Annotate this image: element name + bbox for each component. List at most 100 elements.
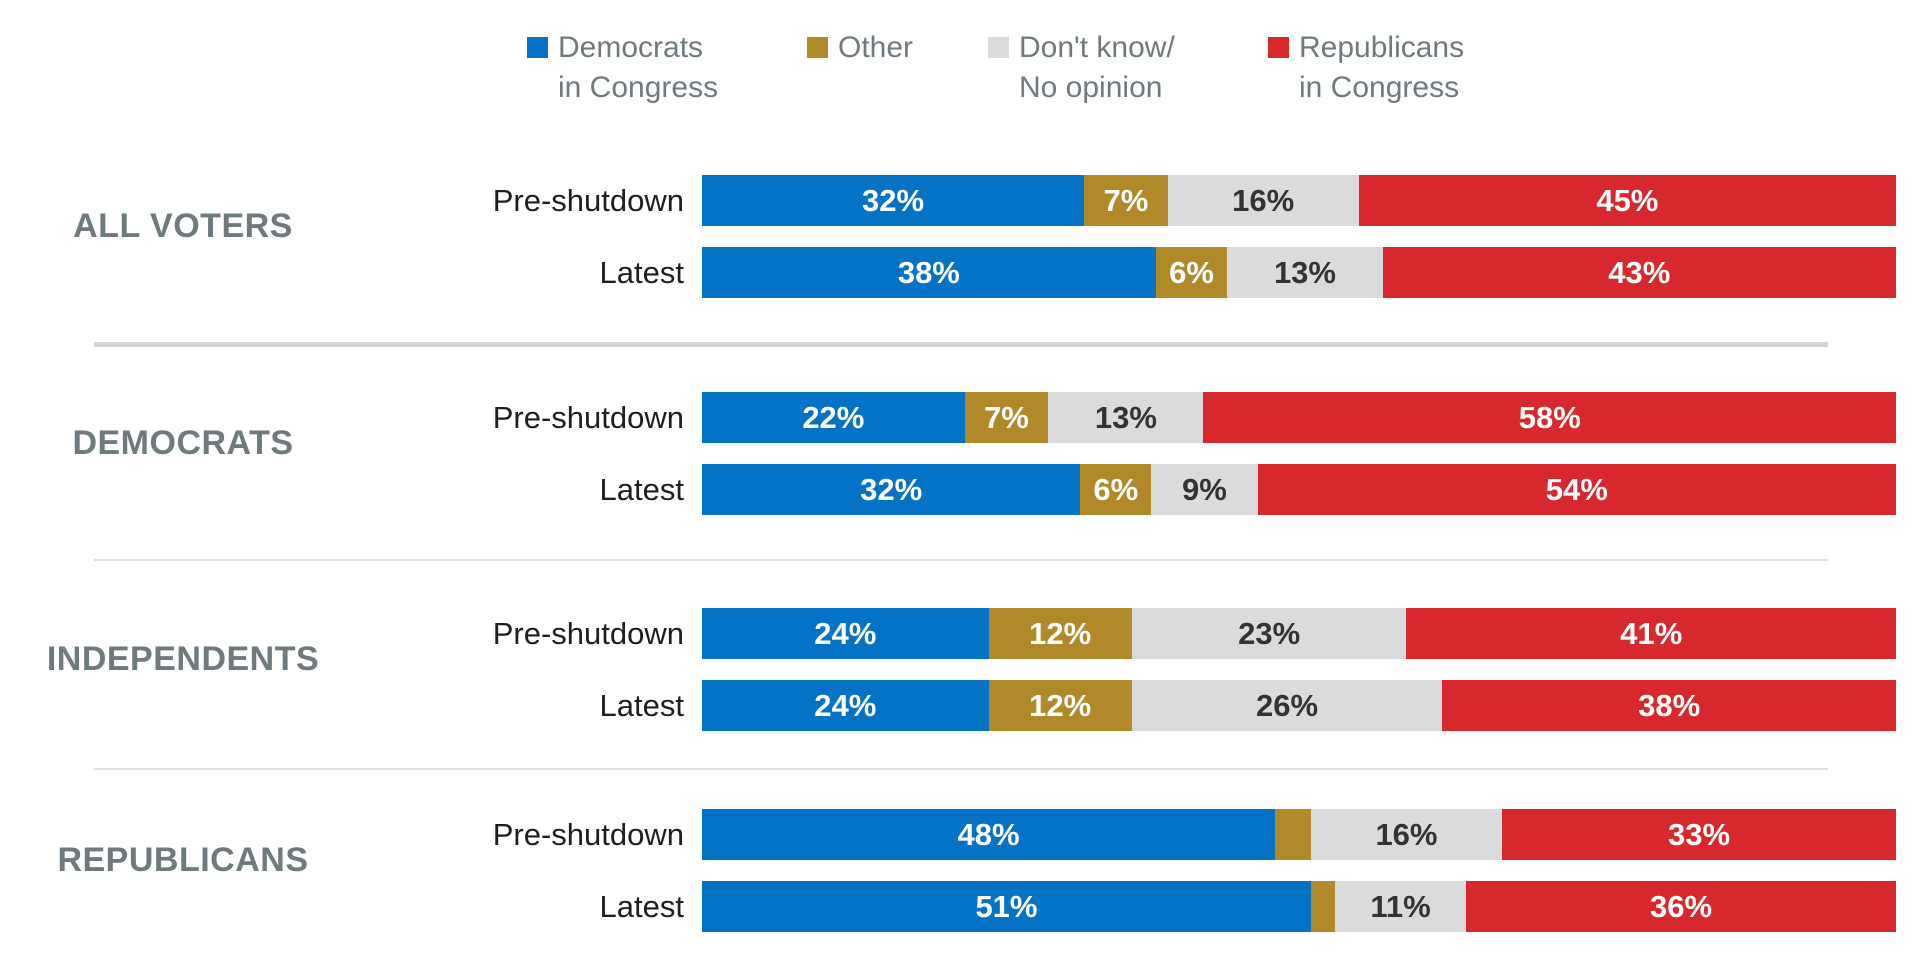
segment-value-label: 6%: [1093, 471, 1139, 507]
stacked-bar: 48% 16% 33%: [702, 809, 1896, 860]
stacked-bar: 51% 11% 36%: [702, 881, 1896, 932]
segment-value-label: 38%: [897, 254, 960, 290]
bar-segment-don-t-know-no-opinion: 13%: [1227, 247, 1383, 298]
group-all-voters: ALL VOTERS Pre-shutdown 32% 7% 16% 45% Late…: [0, 175, 1920, 298]
bar-segment-don-t-know-no-opinion: 23%: [1131, 608, 1407, 659]
segment-value-label: 43%: [1608, 254, 1671, 290]
group-label: INDEPENDENTS: [46, 640, 320, 678]
segment-value-label: 22%: [802, 399, 865, 435]
segment-value-label: 16%: [1232, 182, 1295, 218]
legend-item-dont-know: Don't know/ No opinion: [988, 28, 1175, 108]
bar-segment-democrats-in-congress: 48%: [702, 809, 1276, 860]
segment-value-label: 9%: [1182, 471, 1227, 507]
bar-segment-republicans-in-congress: 58%: [1203, 392, 1896, 443]
bar-segment-democrats-in-congress: 51%: [702, 881, 1311, 932]
bar-row: Latest 32% 6% 9% 54%: [0, 464, 1920, 515]
row-label-pre-shutdown: Pre-shutdown: [492, 616, 684, 651]
segment-value-label: 51%: [975, 888, 1038, 924]
bar-segment-other: 12%: [988, 608, 1132, 659]
bar-segment-other: 12%: [988, 680, 1132, 731]
legend-swatch-other-icon: [807, 37, 828, 58]
bar-segment-other: 6%: [1155, 247, 1228, 298]
bar-segment-democrats-in-congress: 32%: [702, 175, 1085, 226]
bar-segment-republicans-in-congress: 41%: [1406, 608, 1897, 659]
bar-segment-don-t-know-no-opinion: 16%: [1310, 809, 1502, 860]
bar-segment-don-t-know-no-opinion: 11%: [1334, 881, 1467, 932]
legend-swatch-democrats-icon: [527, 37, 548, 58]
bar-row: Pre-shutdown 22% 7% 13% 58%: [0, 392, 1920, 443]
legend-label-line: in Congress: [558, 71, 719, 104]
legend-label-line: Democrats: [558, 31, 704, 64]
bar-segment-republicans-in-congress: 43%: [1382, 247, 1896, 298]
legend-swatch-dont-know-icon: [988, 37, 1009, 58]
legend-swatch-republicans-icon: [1268, 37, 1289, 58]
segment-value-label: 48%: [957, 816, 1020, 852]
row-label-pre-shutdown: Pre-shutdown: [492, 817, 684, 852]
legend-label-line: in Congress: [1299, 71, 1460, 104]
segment-value-label: 13%: [1094, 399, 1157, 435]
segment-value-label: 16%: [1375, 816, 1438, 852]
bar-segment-democrats-in-congress: 22%: [702, 392, 965, 443]
group-label: REPUBLICANS: [57, 841, 309, 879]
segment-value-label: 32%: [862, 182, 925, 218]
bar-segment-other: 7%: [964, 392, 1049, 443]
segment-value-label: 13%: [1273, 254, 1336, 290]
legend-item-other: Other: [807, 28, 913, 68]
bar-segment-democrats-in-congress: 24%: [702, 680, 989, 731]
bar-row: Latest 24% 12% 26% 38%: [0, 680, 1920, 731]
group-divider: [94, 768, 1828, 770]
group-democrats: DEMOCRATS Pre-shutdown 22% 7% 13% 58% Lates…: [0, 392, 1920, 515]
bar-segment-republicans-in-congress: 54%: [1257, 464, 1896, 515]
segment-value-label: 41%: [1620, 615, 1683, 651]
segment-value-label: 11%: [1370, 888, 1431, 924]
segment-value-label: 26%: [1256, 687, 1319, 723]
segment-value-label: 32%: [860, 471, 923, 507]
bar-segment-don-t-know-no-opinion: 26%: [1131, 680, 1443, 731]
segment-value-label: 23%: [1238, 615, 1301, 651]
group-republicans: REPUBLICANS Pre-shutdown 48% 16% 33% Lates…: [0, 809, 1920, 932]
group-label: DEMOCRATS: [72, 424, 294, 462]
stacked-bar: 32% 6% 9% 54%: [702, 464, 1896, 515]
bar-segment-don-t-know-no-opinion: 9%: [1151, 464, 1258, 515]
segment-value-label: 12%: [1029, 687, 1092, 723]
segment-value-label: 33%: [1667, 816, 1731, 852]
bar-segment-republicans-in-congress: 38%: [1442, 680, 1896, 731]
bar-segment-democrats-in-congress: 24%: [702, 608, 989, 659]
group-independents: INDEPENDENTS Pre-shutdown 24% 12% 23% 41% L…: [0, 608, 1920, 731]
bar-segment-other: 7%: [1084, 175, 1168, 226]
segment-value-label: 6%: [1169, 254, 1214, 290]
segment-value-label: 36%: [1650, 888, 1713, 924]
stacked-bar: 22% 7% 13% 58%: [702, 392, 1896, 443]
group-divider: [94, 559, 1828, 561]
legend-label-line: Republicans: [1299, 31, 1465, 64]
segment-value-label: 24%: [814, 615, 877, 651]
segment-value-label: 54%: [1545, 471, 1608, 507]
group-divider: [94, 342, 1828, 347]
bar-segment-republicans-in-congress: 45%: [1358, 175, 1896, 226]
segment-value-label: 45%: [1596, 182, 1659, 218]
legend-label-line: Other: [838, 31, 914, 64]
bar-segment-democrats-in-congress: 32%: [702, 464, 1081, 515]
segment-value-label: 58%: [1518, 399, 1581, 435]
segment-value-label: 7%: [1103, 182, 1149, 218]
legend-label-line: Don't know/: [1019, 31, 1175, 64]
stacked-bar: 32% 7% 16% 45%: [702, 175, 1896, 226]
stacked-bar: 38% 6% 13% 43%: [702, 247, 1896, 298]
group-label: ALL VOTERS: [73, 207, 293, 245]
segment-value-label: 7%: [984, 399, 1029, 435]
segment-value-label: 12%: [1029, 615, 1092, 651]
row-label-latest: Latest: [599, 472, 684, 507]
bar-row: Latest 51% 11% 36%: [0, 881, 1920, 932]
bar-row: Pre-shutdown 32% 7% 16% 45%: [0, 175, 1920, 226]
bar-row: Pre-shutdown 48% 16% 33%: [0, 809, 1920, 860]
legend-item-democrats-in-congress: Democrats in Congress: [527, 28, 718, 108]
bar-segment-republicans-in-congress: 33%: [1501, 809, 1896, 860]
bar-row: Latest 38% 6% 13% 43%: [0, 247, 1920, 298]
row-label-latest: Latest: [599, 688, 684, 723]
segment-value-label: 38%: [1638, 687, 1701, 723]
bar-segment-republicans-in-congress: 36%: [1466, 881, 1896, 932]
bar-segment-other: 6%: [1080, 464, 1152, 515]
legend-item-republicans-in-congress: Republicans in Congress: [1268, 28, 1464, 108]
bar-row: Pre-shutdown 24% 12% 23% 41%: [0, 608, 1920, 659]
